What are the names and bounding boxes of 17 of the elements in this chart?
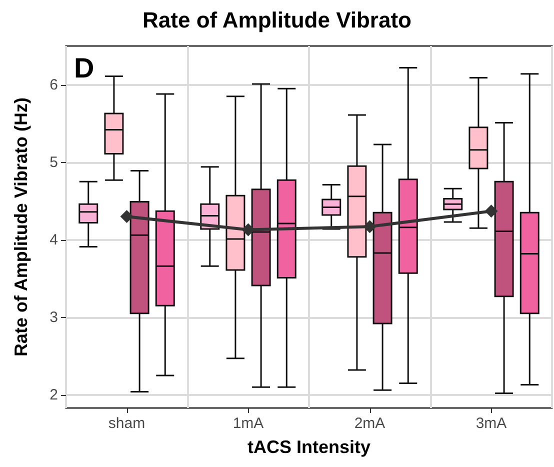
y-axis-title: Rate of Amplitude Vibrato (Hz) — [11, 97, 31, 357]
y-tick-label: 3 — [50, 308, 58, 326]
point — [484, 204, 498, 218]
y-tick-label: 5 — [50, 154, 58, 171]
chart-title: Rate of Amplitude Vibrato — [142, 8, 412, 32]
point — [242, 223, 255, 236]
y-tick-label: 2 — [50, 386, 58, 404]
x-axis-title: tACS Intensity — [247, 437, 371, 457]
x-tick-label: 1mA — [232, 415, 264, 432]
x-tick-label: 2mA — [354, 415, 386, 432]
x-tick-label: sham — [108, 415, 146, 432]
y-tick-label: 4 — [50, 231, 58, 248]
point — [363, 220, 376, 234]
x-tick-label: 3mA — [476, 415, 507, 432]
point — [120, 210, 134, 224]
y-tick-label: 6 — [50, 76, 58, 94]
annotation: D — [74, 52, 94, 84]
